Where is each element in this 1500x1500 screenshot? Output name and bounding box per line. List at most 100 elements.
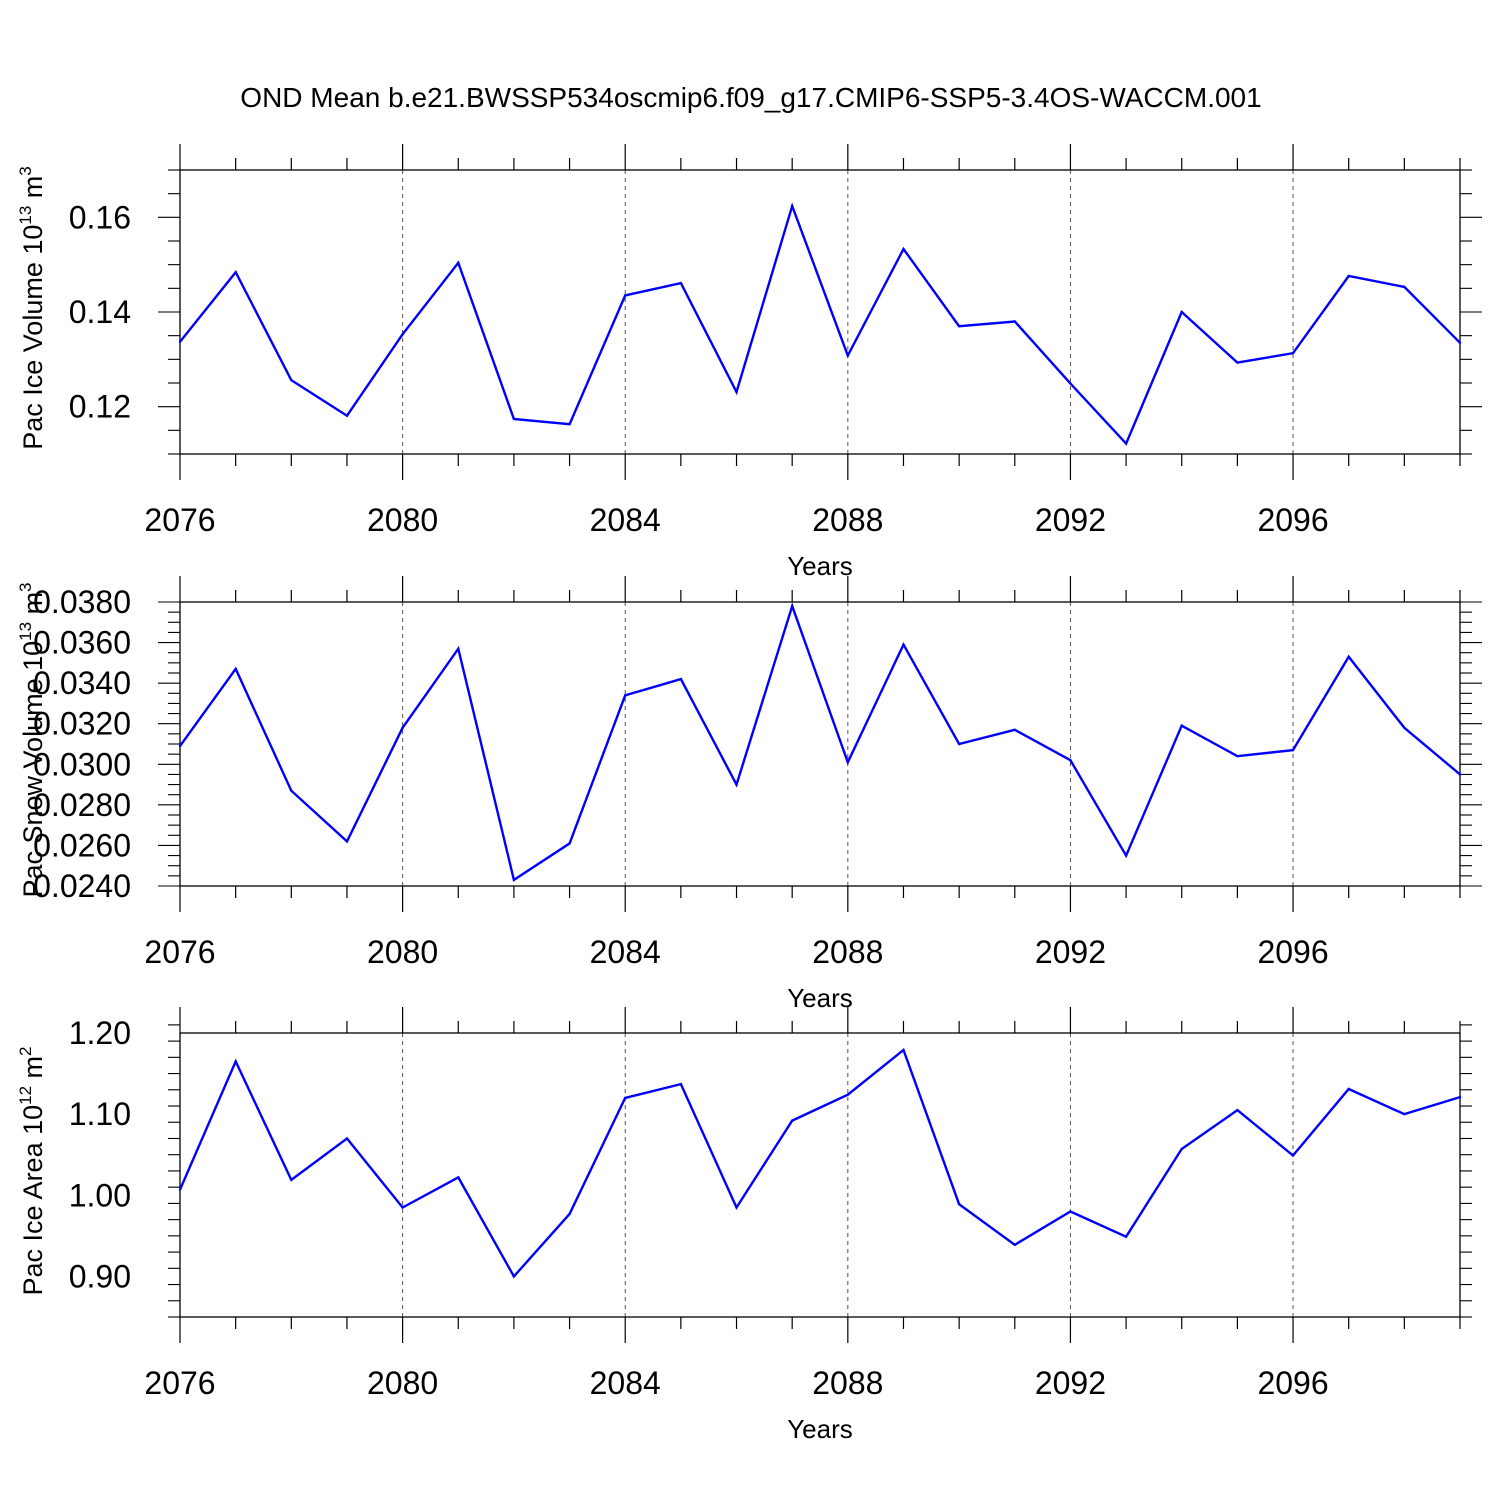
data-point-2084 [624, 694, 627, 697]
x-axis-title: Years [787, 551, 853, 581]
y-tick-label: 0.16 [69, 199, 131, 235]
data-point-2078 [290, 378, 293, 382]
data-point-2093 [1124, 442, 1128, 445]
data-point-2096 [1291, 351, 1295, 355]
data-point-2080 [401, 333, 404, 336]
data-point-2095 [1236, 754, 1239, 758]
data-point-2092 [1069, 759, 1072, 762]
data-point-2080 [401, 726, 404, 729]
x-tick-label-2096: 2096 [1257, 934, 1328, 970]
panels: 0.12 0.14 0.16 2076 2080 2084 2088 2092 2096 Year… [16, 144, 1482, 1444]
data-point-2087 [790, 204, 794, 208]
data-point-2079 [345, 414, 349, 417]
data-point-2088 [846, 354, 850, 357]
data-point-2083 [568, 842, 571, 845]
data-point-2099 [1458, 1095, 1462, 1099]
y-axis-title: Pac Ice Volume 1013 m3 [16, 166, 48, 450]
data-point-2084 [624, 294, 627, 297]
y-tick-label: 0.14 [69, 294, 131, 330]
x-tick-label-2096: 2096 [1257, 1365, 1328, 1401]
data-point-2085 [679, 281, 683, 285]
data-point-2095 [1236, 361, 1239, 364]
data-point-2097 [1347, 274, 1350, 278]
data-point-2099 [1458, 773, 1462, 776]
data-point-2078 [290, 789, 293, 792]
y-tick-label: 0.0320 [33, 706, 131, 742]
data-point-2079 [345, 840, 349, 843]
y-axis-title: Pac Ice Area 1012 m2 [16, 1046, 48, 1295]
data-point-2088 [846, 761, 850, 764]
data-point-2076 [178, 1188, 182, 1191]
data-point-2080 [401, 1206, 404, 1209]
x-tick-label-2096: 2096 [1257, 502, 1328, 538]
data-point-2078 [290, 1178, 293, 1182]
y-tick-label: 0.0380 [33, 584, 131, 620]
data-point-2084 [624, 1096, 627, 1100]
data-point-2097 [1347, 1087, 1350, 1091]
x-tick-label-2084: 2084 [590, 502, 661, 538]
panel-2: 0.0240 0.0260 0.0280 0.0300 0.0320 0.0340 0.03… [16, 576, 1482, 1013]
y-tick-label: 0.0360 [33, 625, 131, 661]
x-tick-label-2084: 2084 [590, 1365, 661, 1401]
panel-3: 0.90 1.00 1.10 1.20 2076 2080 2084 2088 2092 2096… [16, 1007, 1472, 1444]
plot-frame [179, 601, 1461, 887]
data-point-2077 [234, 1060, 237, 1063]
y-axis-title: Pac Snow Volume 1013 m3 [16, 582, 48, 897]
data-point-2092 [1069, 382, 1072, 385]
data-point-2099 [1458, 341, 1462, 344]
x-tick-label-2080: 2080 [367, 934, 438, 970]
plot-frame [179, 1032, 1461, 1318]
x-tick-label-2080: 2080 [367, 502, 438, 538]
data-series-line [180, 202, 1460, 446]
data-series-line [180, 1048, 1460, 1279]
data-point-2091 [1013, 320, 1016, 323]
plot-frame [179, 169, 1461, 455]
data-point-2086 [735, 1206, 738, 1209]
data-point-2094 [1180, 310, 1183, 314]
data-point-2082 [512, 1275, 516, 1278]
y-tick-label: 0.0240 [33, 868, 131, 904]
data-point-2087 [790, 604, 794, 608]
data-point-2095 [1236, 1108, 1239, 1112]
y-tick-label: 0.0300 [33, 746, 131, 782]
figure-title: OND Mean b.e21.BWSSP534oscmip6.f09_g17.C… [240, 82, 1261, 113]
data-point-2098 [1403, 726, 1406, 729]
y-tick-label: 0.12 [69, 389, 131, 425]
data-point-2079 [345, 1137, 349, 1140]
data-point-2088 [846, 1093, 850, 1096]
y-tick-label: 0.0340 [33, 665, 131, 701]
data-point-2089 [902, 643, 905, 646]
data-point-2087 [790, 1119, 794, 1122]
data-point-2089 [902, 247, 905, 251]
x-tick-label-2092: 2092 [1035, 934, 1106, 970]
data-point-2091 [1013, 1243, 1016, 1246]
data-point-2093 [1124, 854, 1128, 857]
x-axis-title: Years [787, 983, 853, 1013]
data-point-2083 [568, 422, 571, 426]
data-point-2093 [1124, 1235, 1128, 1238]
y-tick-label: 1.10 [69, 1096, 131, 1132]
data-point-2092 [1069, 1210, 1072, 1213]
data-point-2085 [679, 677, 683, 681]
x-tick-label-2088: 2088 [812, 1365, 883, 1401]
x-tick-label-2088: 2088 [812, 934, 883, 970]
x-axis-title: Years [787, 1414, 853, 1444]
x-tick-label-2084: 2084 [590, 934, 661, 970]
data-point-2096 [1291, 748, 1295, 752]
y-tick-label: 1.00 [69, 1177, 131, 1213]
data-point-2077 [234, 667, 237, 671]
data-point-2098 [1403, 1112, 1406, 1116]
data-point-2089 [902, 1048, 905, 1052]
data-point-2094 [1180, 724, 1183, 727]
x-tick-label-2092: 2092 [1035, 502, 1106, 538]
data-point-2094 [1180, 1147, 1183, 1151]
x-tick-label-2076: 2076 [144, 934, 215, 970]
data-point-2076 [178, 744, 182, 748]
data-point-2090 [957, 1203, 961, 1206]
data-point-2082 [512, 417, 516, 421]
panel-1: 0.12 0.14 0.16 2076 2080 2084 2088 2092 2096 Year… [16, 144, 1482, 581]
data-series-line [180, 602, 1460, 882]
data-point-2086 [735, 783, 738, 786]
data-point-2077 [234, 271, 237, 274]
data-point-2086 [735, 390, 738, 394]
